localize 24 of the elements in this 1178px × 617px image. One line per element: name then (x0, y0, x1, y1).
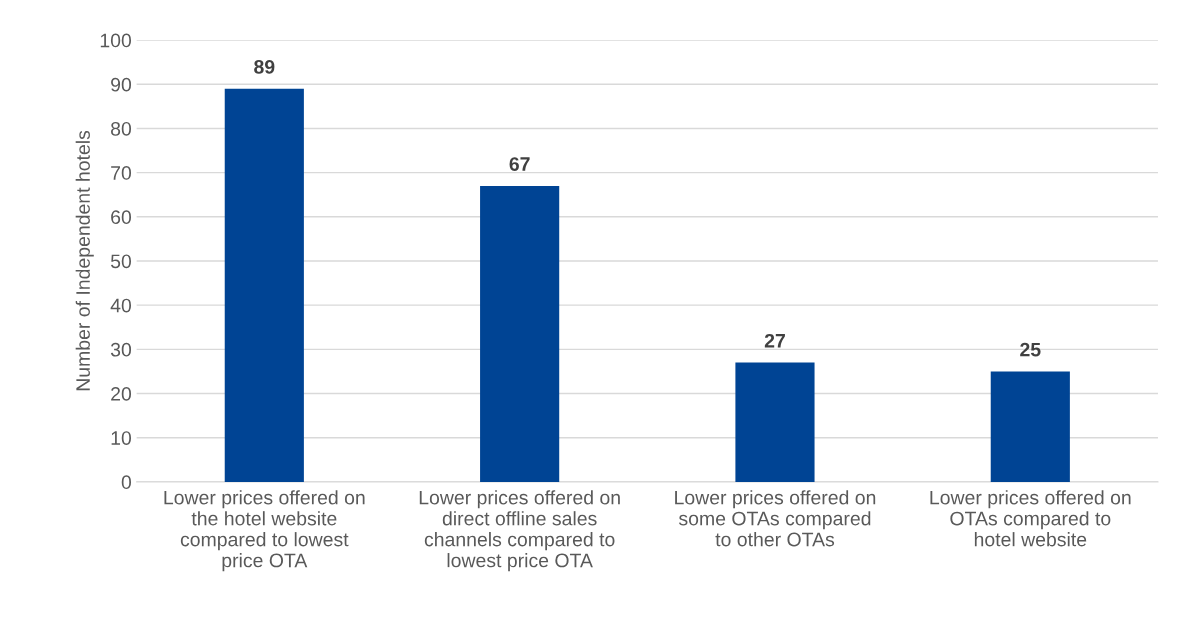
bar (480, 185, 560, 482)
x-tick-label: Lower prices offered on OTAs compared to hotel website (930, 490, 1131, 547)
y-tick-label: 40 (110, 298, 132, 313)
y-tick-label: 80 (111, 121, 132, 136)
bar (990, 371, 1070, 482)
y-tick-label: 50 (110, 254, 132, 269)
y-tick-label: 90 (111, 77, 132, 92)
y-tick-label: 60 (111, 210, 132, 225)
y-tick-label: 0 (121, 475, 132, 490)
bar (735, 362, 815, 482)
y-tick-label: 20 (111, 386, 132, 401)
y-tick-label: 70 (111, 166, 132, 180)
x-tick-label: Lower prices offered on direct offline sales channels compared to lowest price OTA (419, 490, 620, 572)
y-tick-label: 10 (111, 431, 132, 445)
data-label: 67 (509, 157, 530, 171)
data-label: 27 (764, 333, 785, 348)
data-label: 89 (254, 59, 275, 74)
y-axis-title: Number of Independent hotels (75, 130, 94, 391)
x-tick-label: Lower prices offered on some OTAs compared to other OTAs (675, 490, 876, 547)
y-tick-label: 100 (100, 33, 132, 48)
data-label: 25 (1020, 342, 1041, 357)
x-tick-label: Lower prices offered on the hotel website compared to lowest price OTA (164, 490, 365, 572)
y-tick-label: 30 (110, 342, 132, 357)
bar (224, 88, 304, 482)
